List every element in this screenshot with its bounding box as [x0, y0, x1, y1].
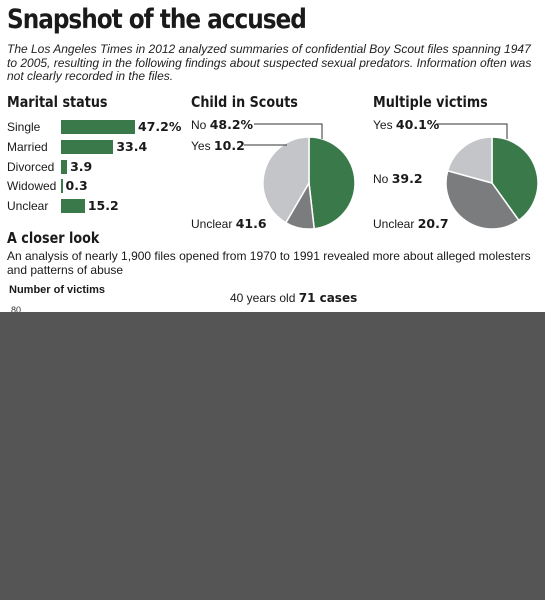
- bar-label-unclear: Unclear: [7, 199, 49, 213]
- bar-divorced: [61, 160, 68, 174]
- bar-widowed: [61, 179, 63, 193]
- victims-unclear-label: Unclear 20.7: [373, 216, 449, 231]
- multiple-victims-slice-no: [445, 169, 520, 230]
- multiple-victims-slice-unclear: [446, 136, 493, 184]
- child-no-label: No 48.2%: [191, 117, 254, 132]
- victims-yes-label: Yes 40.1%: [373, 117, 440, 132]
- child-in-scouts-slice-unclear: [262, 136, 310, 224]
- intro-text: The Los Angeles Times in 2012 analyzed s…: [7, 42, 532, 83]
- multiple-victims-title: Multiple victims: [373, 93, 488, 111]
- child-unclear-label: Unclear 41.6: [191, 216, 267, 231]
- child-in-scouts-slice-no: [308, 136, 356, 230]
- bar-value-divorced: 3.9: [70, 159, 93, 174]
- victims-no-label: No 39.2: [373, 171, 423, 186]
- bar-single: [61, 120, 135, 134]
- child-in-scouts-leader-line: [254, 123, 323, 139]
- bar-label-married: Married: [7, 140, 48, 154]
- closer-look-subtitle: An analysis of nearly 1,900 files opened…: [7, 249, 531, 277]
- headline: Snapshot of the accused: [7, 4, 307, 35]
- bar-label-single: Single: [7, 120, 41, 134]
- closer-look-title: A closer look: [7, 229, 100, 247]
- marital-status-title: Marital status: [7, 93, 108, 111]
- multiple-victims-leader-line: [436, 123, 508, 139]
- bar-label-divorced: Divorced: [7, 160, 55, 174]
- child-yes-label: Yes 10.2: [191, 138, 245, 153]
- child-in-scouts-title: Child in Scouts: [191, 93, 298, 111]
- y-tick-label: 80: [11, 305, 22, 315]
- occluded-region-edge: [0, 317, 163, 323]
- age-annotation: 40 years old 71 cases: [230, 291, 358, 305]
- bar-unclear: [61, 199, 85, 213]
- multiple-victims-slice-yes: [491, 136, 539, 222]
- bar-value-single: 47.2%: [138, 119, 182, 134]
- bar-label-widowed: Widowed: [7, 179, 57, 193]
- bar-value-married: 33.4: [116, 139, 148, 154]
- bar-value-widowed: 0.3: [65, 178, 88, 193]
- occluded-region: [0, 312, 545, 600]
- bar-value-unclear: 15.2: [87, 198, 119, 213]
- victims-axis-title: Number of victims: [9, 284, 105, 296]
- bar-married: [61, 140, 114, 154]
